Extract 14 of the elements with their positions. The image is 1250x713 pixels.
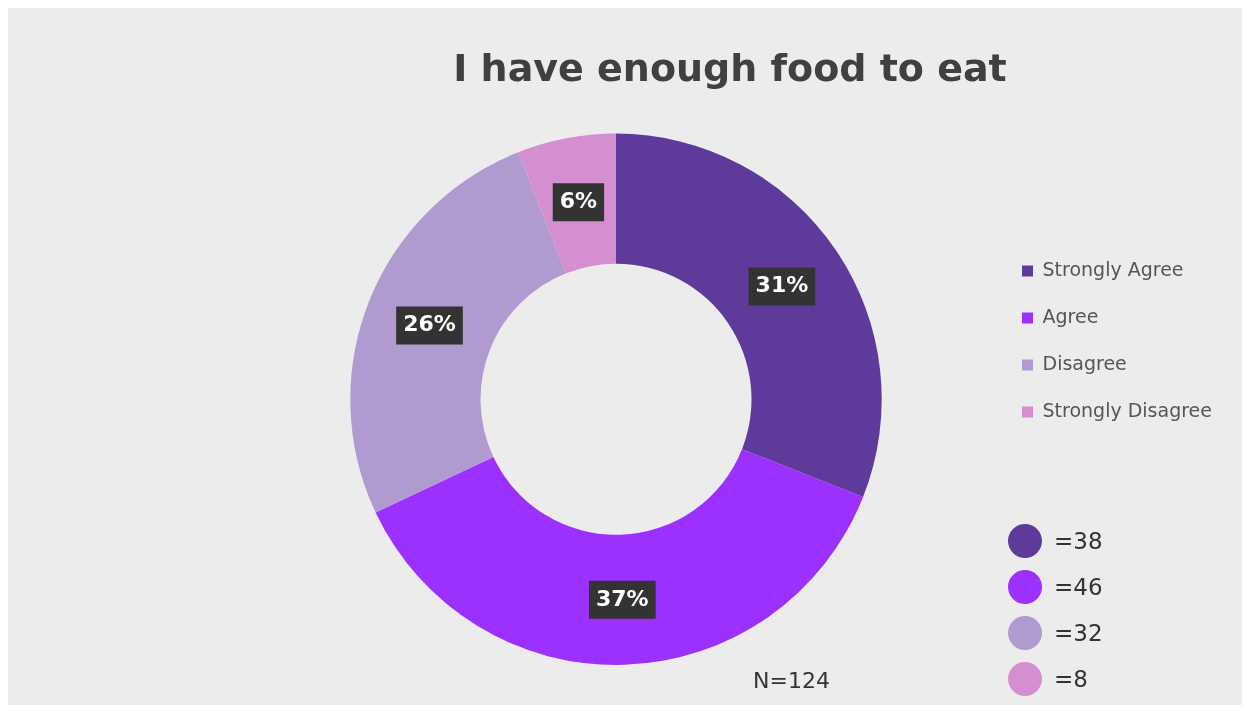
text: =8	[1054, 666, 1088, 692]
text: N=124	[753, 668, 830, 693]
data-label: 6%	[559, 187, 598, 213]
text: =46	[1054, 574, 1103, 600]
legend-label: Strongly Disagree	[1042, 398, 1213, 421]
chart-title: I have enough food to eat	[453, 45, 1007, 90]
data-label: 37%	[595, 585, 649, 611]
text: =32	[1054, 620, 1103, 646]
data-label: 31%	[755, 272, 809, 298]
text: =38	[1054, 528, 1103, 554]
legend-label: Agree	[1042, 304, 1099, 327]
data-label: 26%	[403, 311, 456, 337]
legend-label: Disagree	[1042, 351, 1127, 374]
legend-label: Strongly Agree	[1042, 257, 1184, 280]
